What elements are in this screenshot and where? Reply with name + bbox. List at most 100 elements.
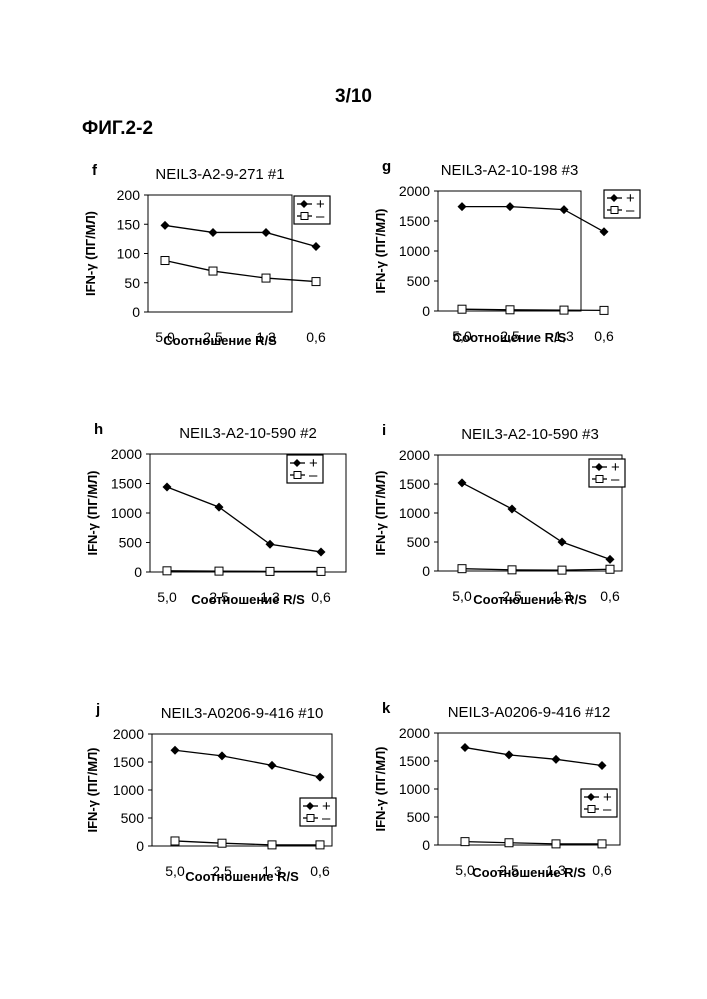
data-point-plus	[560, 205, 569, 214]
y-tick-label: 1000	[113, 782, 144, 798]
panel-letter: j	[95, 701, 100, 718]
y-tick-label: 1500	[111, 476, 142, 492]
data-point-plus	[218, 751, 227, 760]
x-tick-label: 5,0	[157, 589, 177, 605]
legend-label-minus: –	[322, 810, 331, 827]
y-tick-label: 2000	[113, 726, 144, 742]
chart-panel-f: fNEIL3-A2-9-271 #10501001502005,02,51,30…	[83, 162, 330, 348]
legend: +–	[589, 459, 625, 488]
data-point-plus	[161, 221, 170, 230]
y-axis-title: IFN-γ (ПГ/МЛ)	[85, 470, 100, 555]
data-point-minus	[606, 565, 614, 573]
data-point-plus	[508, 504, 517, 513]
chart-title: NEIL3-A0206-9-416 #10	[161, 705, 324, 722]
data-point-plus	[163, 483, 172, 492]
data-point-minus	[560, 306, 568, 314]
data-point-minus	[506, 306, 514, 314]
y-tick-label: 0	[422, 837, 430, 853]
chart-panel-i: iNEIL3-A2-10-590 #305001000150020005,02,…	[373, 422, 625, 607]
data-point-minus	[558, 566, 566, 574]
data-point-minus	[316, 841, 324, 849]
data-point-minus	[218, 839, 226, 847]
y-tick-label: 2000	[399, 447, 430, 463]
data-point-plus	[505, 750, 514, 759]
series-line-plus	[167, 487, 321, 552]
x-tick-label: 0,6	[600, 588, 620, 604]
data-point-minus	[209, 267, 217, 275]
data-point-plus	[461, 743, 470, 752]
x-axis-title: Соотношение R/S	[472, 865, 586, 880]
y-tick-label: 1000	[399, 243, 430, 259]
y-tick-label: 1500	[399, 213, 430, 229]
series-line-minus	[462, 309, 604, 310]
y-tick-label: 500	[119, 535, 143, 551]
series-line-minus	[167, 571, 321, 572]
y-axis-title: IFN-γ (ПГ/МЛ)	[83, 211, 98, 296]
chart-panel-g: gNEIL3-A2-10-198 #305001000150020005,02,…	[373, 158, 640, 345]
panel-letter: f	[92, 162, 98, 179]
data-point-minus	[598, 840, 606, 848]
legend-marker-minus	[301, 213, 308, 220]
legend-label-minus: –	[626, 202, 635, 219]
data-point-plus	[558, 538, 567, 547]
data-point-plus	[262, 228, 271, 237]
x-tick-label: 0,6	[306, 329, 326, 345]
data-point-minus	[461, 838, 469, 846]
data-point-plus	[506, 202, 515, 211]
legend-label-minus: –	[316, 208, 325, 225]
legend-marker-minus	[611, 207, 618, 214]
data-point-minus	[215, 567, 223, 575]
data-point-minus	[317, 567, 325, 575]
legend-label-minus: –	[603, 801, 612, 818]
series-line-plus	[465, 748, 602, 766]
legend-marker-minus	[294, 472, 301, 479]
y-tick-label: 0	[422, 303, 430, 319]
data-point-plus	[209, 228, 218, 237]
chart-panel-k: kNEIL3-A0206-9-416 #1205001000150020005,…	[373, 700, 620, 880]
legend: +–	[294, 196, 330, 225]
x-axis-title: Соотношение R/S	[185, 869, 299, 884]
chart-panel-j: jNEIL3-A0206-9-416 #1005001000150020005,…	[85, 701, 336, 884]
series-line-plus	[462, 207, 604, 232]
panel-letter: g	[382, 158, 391, 175]
data-point-plus	[215, 503, 224, 512]
legend: +–	[604, 190, 640, 219]
series-line-plus	[175, 750, 320, 777]
y-tick-label: 1000	[399, 505, 430, 521]
charts-canvas: fNEIL3-A2-9-271 #10501001502005,02,51,30…	[0, 0, 707, 999]
legend-marker-minus	[307, 815, 314, 822]
data-point-plus	[268, 761, 277, 770]
y-tick-label: 0	[132, 304, 140, 320]
x-tick-label: 0,6	[594, 328, 614, 344]
chart-title: NEIL3-A2-10-590 #3	[461, 426, 599, 443]
series-line-plus	[462, 483, 610, 560]
data-point-plus	[317, 547, 326, 556]
y-tick-label: 200	[117, 187, 141, 203]
y-tick-label: 1000	[399, 781, 430, 797]
data-point-plus	[600, 227, 609, 236]
panel-letter: k	[382, 700, 391, 717]
series-line-minus	[465, 842, 602, 844]
data-point-minus	[458, 305, 466, 313]
y-tick-label: 2000	[399, 183, 430, 199]
y-axis-title: IFN-γ (ПГ/МЛ)	[373, 470, 388, 555]
x-tick-label: 5,0	[165, 863, 185, 879]
x-axis-title: Соотношение R/S	[163, 333, 277, 348]
y-tick-label: 500	[407, 273, 431, 289]
legend-label-minus: –	[611, 471, 620, 488]
y-tick-label: 1500	[399, 753, 430, 769]
y-tick-label: 0	[422, 563, 430, 579]
data-point-minus	[161, 257, 169, 265]
y-tick-label: 50	[124, 275, 140, 291]
data-point-minus	[600, 306, 608, 314]
y-tick-label: 150	[117, 216, 141, 232]
legend-marker-minus	[588, 806, 595, 813]
data-point-minus	[163, 567, 171, 575]
x-tick-label: 5,0	[452, 588, 472, 604]
series-line-minus	[175, 841, 320, 845]
legend-marker-minus	[596, 476, 603, 483]
legend: +–	[287, 455, 323, 484]
chart-panel-h: hNEIL3-A2-10-590 #205001000150020005,02,…	[85, 421, 346, 607]
data-point-minus	[552, 840, 560, 848]
series-line-plus	[165, 225, 316, 246]
